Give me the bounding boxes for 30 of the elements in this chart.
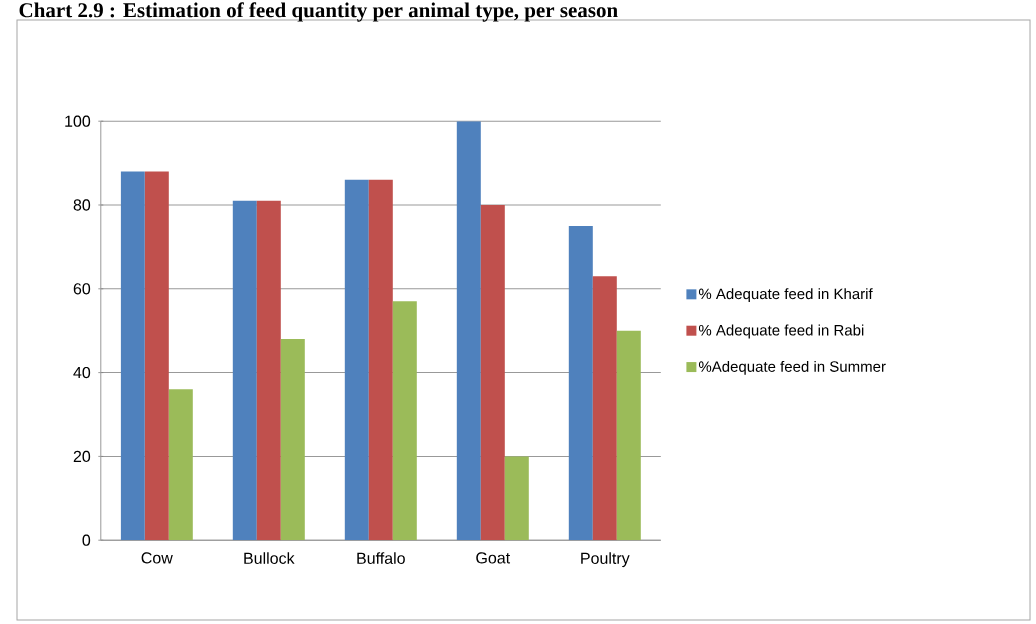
bar bbox=[232, 200, 257, 541]
bar bbox=[616, 330, 641, 541]
chart-title: Chart 2.9 : Estimation of feed quantity per animal type, per season bbox=[19, 2, 618, 22]
legend-label: % Adequate feed in Kharif bbox=[698, 288, 873, 303]
y-tick-label: 80 bbox=[73, 199, 91, 211]
bar bbox=[592, 276, 617, 541]
legend-label: % Adequate feed in Rabi bbox=[698, 324, 864, 339]
bar bbox=[256, 200, 281, 541]
bar bbox=[280, 339, 305, 541]
bar bbox=[120, 171, 145, 541]
bar bbox=[144, 171, 169, 541]
y-tick-label: 0 bbox=[82, 534, 91, 546]
x-tick-label: Poultry bbox=[581, 552, 630, 568]
legend-label: %Adequate feed in Summer bbox=[698, 360, 886, 375]
bar bbox=[168, 389, 193, 541]
bar bbox=[568, 225, 593, 541]
bar bbox=[368, 179, 393, 541]
y-tick-label: 60 bbox=[73, 283, 91, 295]
x-tick-label: Cow bbox=[141, 552, 173, 564]
bar bbox=[344, 179, 369, 541]
y-tick-label: 100 bbox=[65, 115, 91, 127]
x-tick-label: Goat bbox=[476, 552, 511, 564]
y-tick-label: 20 bbox=[73, 450, 91, 463]
bar bbox=[480, 205, 505, 541]
x-tick-label: Buffalo bbox=[357, 552, 405, 564]
bar bbox=[392, 301, 417, 541]
bar bbox=[504, 456, 529, 541]
bar bbox=[456, 121, 481, 541]
x-tick-label: Bullock bbox=[244, 552, 295, 564]
y-tick-label: 40 bbox=[73, 366, 91, 379]
